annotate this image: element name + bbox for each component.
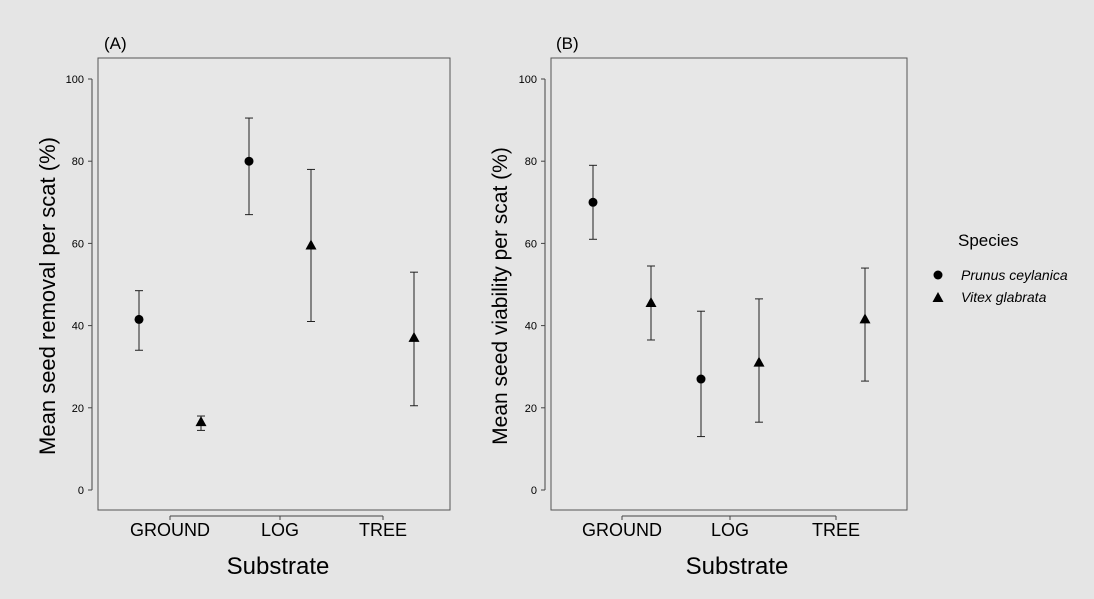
data-point-circle	[696, 374, 706, 384]
y-tick-label: 20	[525, 403, 537, 415]
data-point-circle	[588, 197, 598, 207]
data-point-triangle	[753, 356, 765, 367]
x-tick-label: LOG	[711, 520, 749, 540]
data-marks-b	[588, 164, 871, 438]
panel-b-label: (B)	[556, 34, 579, 53]
x-tick-label: LOG	[261, 520, 299, 540]
legend: Species Prunus ceylanica Vitex glabrata	[932, 231, 1068, 305]
legend-label-0: Prunus ceylanica	[961, 267, 1068, 283]
panel-b: (B) Substrate Mean seed viability per sc…	[489, 34, 908, 580]
y-tick-label: 20	[72, 403, 84, 415]
legend-marker-circle	[933, 270, 943, 280]
data-point-circle	[134, 314, 144, 324]
panel-a-label: (A)	[104, 34, 127, 53]
x-axis-title-a: Substrate	[227, 553, 330, 580]
error-bar	[697, 310, 705, 438]
y-tick-label: 0	[531, 485, 537, 497]
y-tick-label: 100	[66, 74, 84, 86]
data-point-triangle	[408, 331, 420, 342]
y-tick-label: 40	[525, 321, 537, 333]
data-point-triangle	[859, 313, 871, 324]
y-ticks-a: 0 20 40 60 80 100	[66, 74, 93, 497]
data-point-triangle	[195, 416, 207, 427]
error-bar	[861, 267, 869, 382]
data-marks-a	[134, 117, 420, 431]
data-point-triangle	[645, 296, 657, 307]
data-point-triangle	[305, 239, 317, 250]
legend-label-1: Vitex glabrata	[961, 289, 1047, 305]
y-tick-label: 80	[525, 156, 537, 168]
x-ticks-a: GROUND LOG TREE	[130, 515, 407, 540]
y-axis-title-a: Mean seed removal per scat (%)	[35, 137, 60, 455]
plot-area-a	[97, 57, 451, 511]
y-tick-label: 100	[519, 74, 537, 86]
y-tick-label: 60	[525, 238, 537, 250]
legend-marker-triangle	[932, 292, 944, 302]
y-tick-label: 60	[72, 238, 84, 250]
data-point-circle	[244, 156, 254, 166]
x-tick-label: TREE	[812, 520, 860, 540]
x-axis-title-b: Substrate	[686, 553, 789, 580]
x-tick-label: GROUND	[582, 520, 662, 540]
y-tick-label: 40	[72, 321, 84, 333]
y-ticks-b: 0 20 40 60 80 100	[519, 74, 546, 497]
legend-title: Species	[958, 231, 1018, 250]
error-bar	[245, 117, 253, 216]
y-tick-label: 0	[78, 485, 84, 497]
x-ticks-b: GROUND LOG TREE	[582, 515, 860, 540]
plot-area-b	[550, 57, 908, 511]
x-tick-label: TREE	[359, 520, 407, 540]
x-tick-label: GROUND	[130, 520, 210, 540]
panel-a: (A) Substrate Mean seed removal per scat…	[35, 34, 451, 580]
y-axis-title-b: Mean seed viability per scat (%)	[489, 147, 512, 445]
y-tick-label: 80	[72, 156, 84, 168]
